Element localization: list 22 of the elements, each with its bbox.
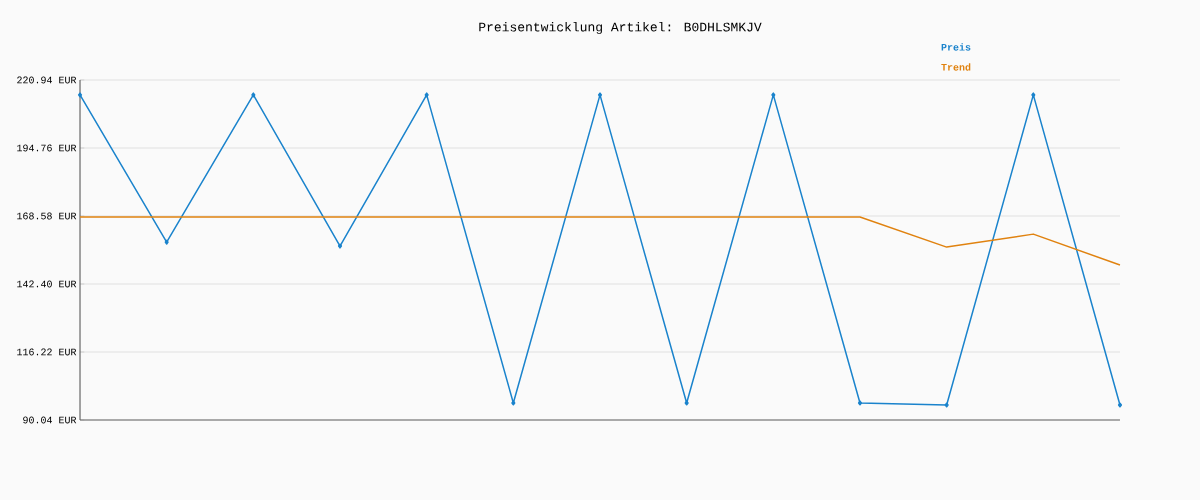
point (597, 92, 603, 98)
point (511, 400, 516, 406)
point (424, 92, 429, 98)
point (1117, 402, 1123, 408)
text: Preis (941, 43, 971, 51)
point (77, 92, 83, 98)
y-tick-label: 142.40 EUR (17, 280, 77, 288)
point (164, 239, 169, 245)
y-tick-label: 116.22 EUR (17, 348, 77, 356)
y-tick-label: 220.94 EUR (17, 76, 77, 84)
point (944, 402, 949, 408)
point (1031, 92, 1036, 98)
y-tick-label: 194.76 EUR (17, 144, 77, 152)
point (251, 92, 256, 98)
point (857, 400, 863, 406)
chart-title: Preisentwicklung Artikel: B0DHLSMKJV (479, 21, 762, 35)
point (684, 400, 689, 406)
y-tick-label: 168.58 EUR (17, 212, 77, 220)
y-tick-label: 90.04 EUR (23, 416, 77, 424)
point (771, 92, 776, 98)
text: Trend (941, 63, 971, 71)
point (337, 243, 343, 249)
